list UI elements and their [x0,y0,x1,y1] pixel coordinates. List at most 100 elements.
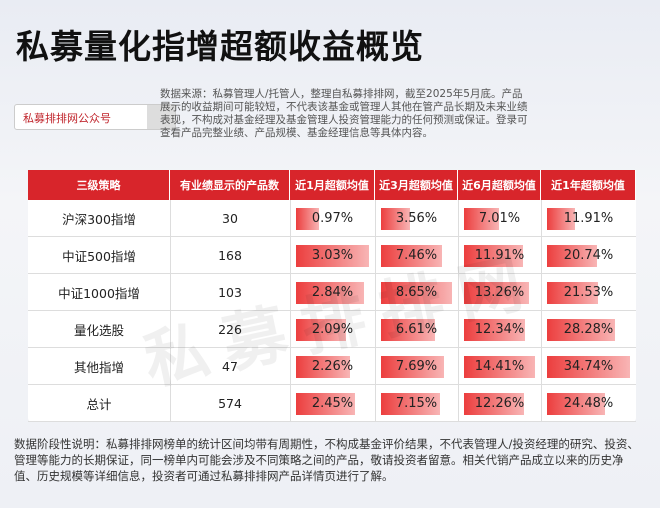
value-label: 11.91% [474,248,525,263]
value-cell: 6.61% [375,311,458,348]
value-label: 0.97% [311,211,354,226]
value-cell: 2.09% [290,311,375,348]
count-cell: 574 [218,396,242,411]
value-cell: 7.15% [375,385,458,422]
strategy-cell: 中证500指增 [62,249,136,264]
value-label: 3.03% [311,248,354,263]
value-cell: 7.46% [375,237,458,274]
column-line [290,200,291,422]
value-label: 2.09% [311,322,354,337]
value-label: 20.74% [563,248,614,263]
value-bar [464,318,525,341]
row-line [28,236,636,237]
count-cell: 226 [218,322,242,337]
strategy-cell: 总计 [86,397,112,412]
value-cell: 0.97% [290,200,375,237]
value-cell: 11.91% [541,200,636,237]
value-bar [464,244,523,267]
value-bar [381,281,452,304]
value-bar [547,355,630,378]
value-cell: 3.56% [375,200,458,237]
strategy-cell: 中证1000指增 [58,286,140,301]
value-cell: 2.26% [290,348,375,385]
value-bar [547,244,597,267]
value-label: 12.26% [474,396,525,411]
strategy-cell: 量化选股 [73,323,124,338]
value-bar [464,355,535,378]
value-cell: 28.28% [541,311,636,348]
table: 三级策略 有业绩显示的产品数 近1月超额均值 近3月超额均值 近6月超额均值 近1年超额均… [28,170,636,422]
value-label: 11.91% [563,211,614,226]
value-label: 34.74% [563,359,614,374]
column-header: 近6月超额均值 [458,170,541,200]
column-header: 近3月超额均值 [375,170,458,200]
value-label: 13.26% [474,285,525,300]
value-bar [296,281,365,304]
value-bar [547,207,576,230]
value-bar [381,244,443,267]
count-cell: 47 [222,359,238,374]
value-cell: 7.69% [375,348,458,385]
value-cell: 8.65% [375,274,458,311]
count-cell: 30 [222,211,238,226]
footer-note: 数据阶段性说明：私募排排网榜单的统计区间均带有周期性，不构成基金评价结果，不代表… [14,437,639,483]
value-bar [296,318,347,341]
value-label: 21.53% [563,285,614,300]
value-bar [547,318,615,341]
value-bar [296,392,356,415]
row-line [28,347,636,348]
value-label: 28.28% [563,322,614,337]
value-cell: 24.48% [541,385,636,422]
strategy-cell: 沪深300指增 [62,212,136,227]
value-bar [547,281,599,304]
value-cell: 2.84% [290,274,375,311]
column-line [541,200,542,422]
value-bar [381,207,411,230]
value-label: 24.48% [563,396,614,411]
value-cell: 7.01% [458,200,541,237]
row-line [28,310,636,311]
value-bar [464,281,530,304]
value-cell: 14.41% [458,348,541,385]
value-bar [381,355,445,378]
value-label: 2.84% [311,285,354,300]
column-header: 三级策略 [28,170,170,200]
source-note: 数据来源：私募管理人/托管人，整理自私募排排网，截至2025年5月底。产品展示的… [160,88,528,139]
value-bar [296,207,320,230]
value-label: 2.26% [311,359,354,374]
search-button[interactable] [147,105,175,129]
row-line [28,421,636,422]
row-line [28,273,636,274]
count-cell: 168 [218,248,242,263]
value-cell: 3.03% [290,237,375,274]
value-cell: 12.34% [458,311,541,348]
value-cell: 2.45% [290,385,375,422]
title: 私募量化指增超额收益概览 [16,27,424,66]
value-label: 3.56% [395,211,438,226]
value-label: 6.61% [395,322,438,337]
row-line [28,384,636,385]
value-bar [464,207,499,230]
value-bar [381,392,440,415]
value-label: 12.34% [474,322,525,337]
value-label: 14.41% [474,359,525,374]
value-bar [381,318,436,341]
value-cell: 20.74% [541,237,636,274]
value-label: 7.01% [478,211,521,226]
count-cell: 103 [218,285,242,300]
value-cell: 13.26% [458,274,541,311]
column-line [458,200,459,422]
value-label: 7.15% [395,396,438,411]
value-label: 8.65% [395,285,438,300]
search-box[interactable]: 私募排排网公众号 [14,104,176,130]
value-cell: 34.74% [541,348,636,385]
value-cell: 12.26% [458,385,541,422]
column-header: 近1年超额均值 [541,170,636,200]
value-bar [296,244,369,267]
strategy-cell: 其他指增 [73,360,124,375]
value-label: 2.45% [311,396,354,411]
search-text: 私募排排网公众号 [23,112,111,125]
value-cell: 11.91% [458,237,541,274]
column-line [170,200,171,422]
